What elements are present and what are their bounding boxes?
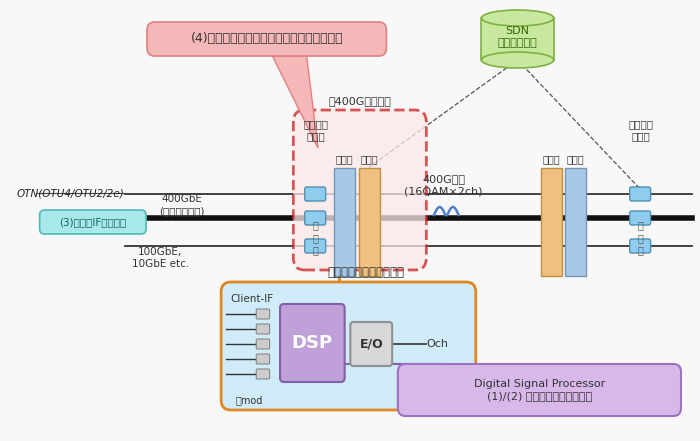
FancyBboxPatch shape bbox=[147, 22, 386, 56]
FancyBboxPatch shape bbox=[304, 239, 326, 253]
Text: ・
・
・: ・ ・ ・ bbox=[637, 220, 643, 255]
Text: Och: Och bbox=[427, 339, 449, 349]
Text: 光増幅: 光増幅 bbox=[360, 154, 378, 164]
Text: Client-IF: Client-IF bbox=[230, 294, 273, 304]
Text: (3)新たなIF種別提供: (3)新たなIF種別提供 bbox=[60, 217, 127, 227]
FancyBboxPatch shape bbox=[221, 282, 476, 410]
Text: 新400G伝送装置: 新400G伝送装置 bbox=[328, 96, 391, 106]
FancyBboxPatch shape bbox=[293, 110, 426, 270]
FancyBboxPatch shape bbox=[350, 322, 392, 366]
Text: SDN
コントローラ: SDN コントローラ bbox=[498, 26, 538, 48]
Text: 合分波: 合分波 bbox=[336, 154, 354, 164]
Ellipse shape bbox=[482, 52, 554, 68]
Text: 400GbE
(将来対応予定): 400GbE (将来対応予定) bbox=[160, 194, 205, 216]
Text: (4)ディスアグリゲーションアーキテクチャ: (4)ディスアグリゲーションアーキテクチャ bbox=[190, 33, 343, 45]
Bar bbox=[541, 168, 562, 276]
Text: 光増幅: 光増幅 bbox=[543, 154, 561, 164]
FancyBboxPatch shape bbox=[304, 211, 326, 225]
Text: Digital Signal Processor
(1)/(2) デジタル信号処理技術: Digital Signal Processor (1)/(2) デジタル信号処… bbox=[474, 379, 605, 401]
Text: DSP: DSP bbox=[292, 334, 333, 352]
Text: トランス
ポンダ: トランス ポンダ bbox=[629, 119, 654, 141]
FancyBboxPatch shape bbox=[630, 239, 650, 253]
Text: トランスポンダ内機能部: トランスポンダ内機能部 bbox=[327, 266, 404, 280]
Text: 400G伝送
(16QAM×2ch): 400G伝送 (16QAM×2ch) bbox=[404, 174, 483, 196]
Text: 光mod: 光mod bbox=[236, 395, 263, 405]
Text: E/O: E/O bbox=[359, 337, 383, 351]
Text: トランス
ポンダ: トランス ポンダ bbox=[304, 119, 328, 141]
FancyBboxPatch shape bbox=[256, 309, 270, 319]
FancyBboxPatch shape bbox=[256, 324, 270, 334]
FancyBboxPatch shape bbox=[398, 364, 681, 416]
FancyBboxPatch shape bbox=[40, 210, 146, 234]
Bar bbox=[359, 168, 380, 276]
Text: OTN(OTU4/OTU2/2e): OTN(OTU4/OTU2/2e) bbox=[17, 189, 124, 199]
Ellipse shape bbox=[482, 10, 554, 26]
Bar bbox=[565, 168, 586, 276]
Text: ・
・
・: ・ ・ ・ bbox=[312, 220, 318, 255]
Polygon shape bbox=[272, 56, 318, 148]
Bar bbox=[482, 18, 554, 60]
FancyBboxPatch shape bbox=[304, 187, 326, 201]
FancyBboxPatch shape bbox=[630, 187, 650, 201]
FancyBboxPatch shape bbox=[280, 304, 344, 382]
Text: 合分波: 合分波 bbox=[567, 154, 584, 164]
FancyBboxPatch shape bbox=[256, 354, 270, 364]
Bar bbox=[334, 168, 355, 276]
FancyBboxPatch shape bbox=[256, 369, 270, 379]
FancyBboxPatch shape bbox=[256, 339, 270, 349]
Text: 100GbE,
10GbE etc.: 100GbE, 10GbE etc. bbox=[132, 247, 189, 269]
FancyBboxPatch shape bbox=[630, 211, 650, 225]
